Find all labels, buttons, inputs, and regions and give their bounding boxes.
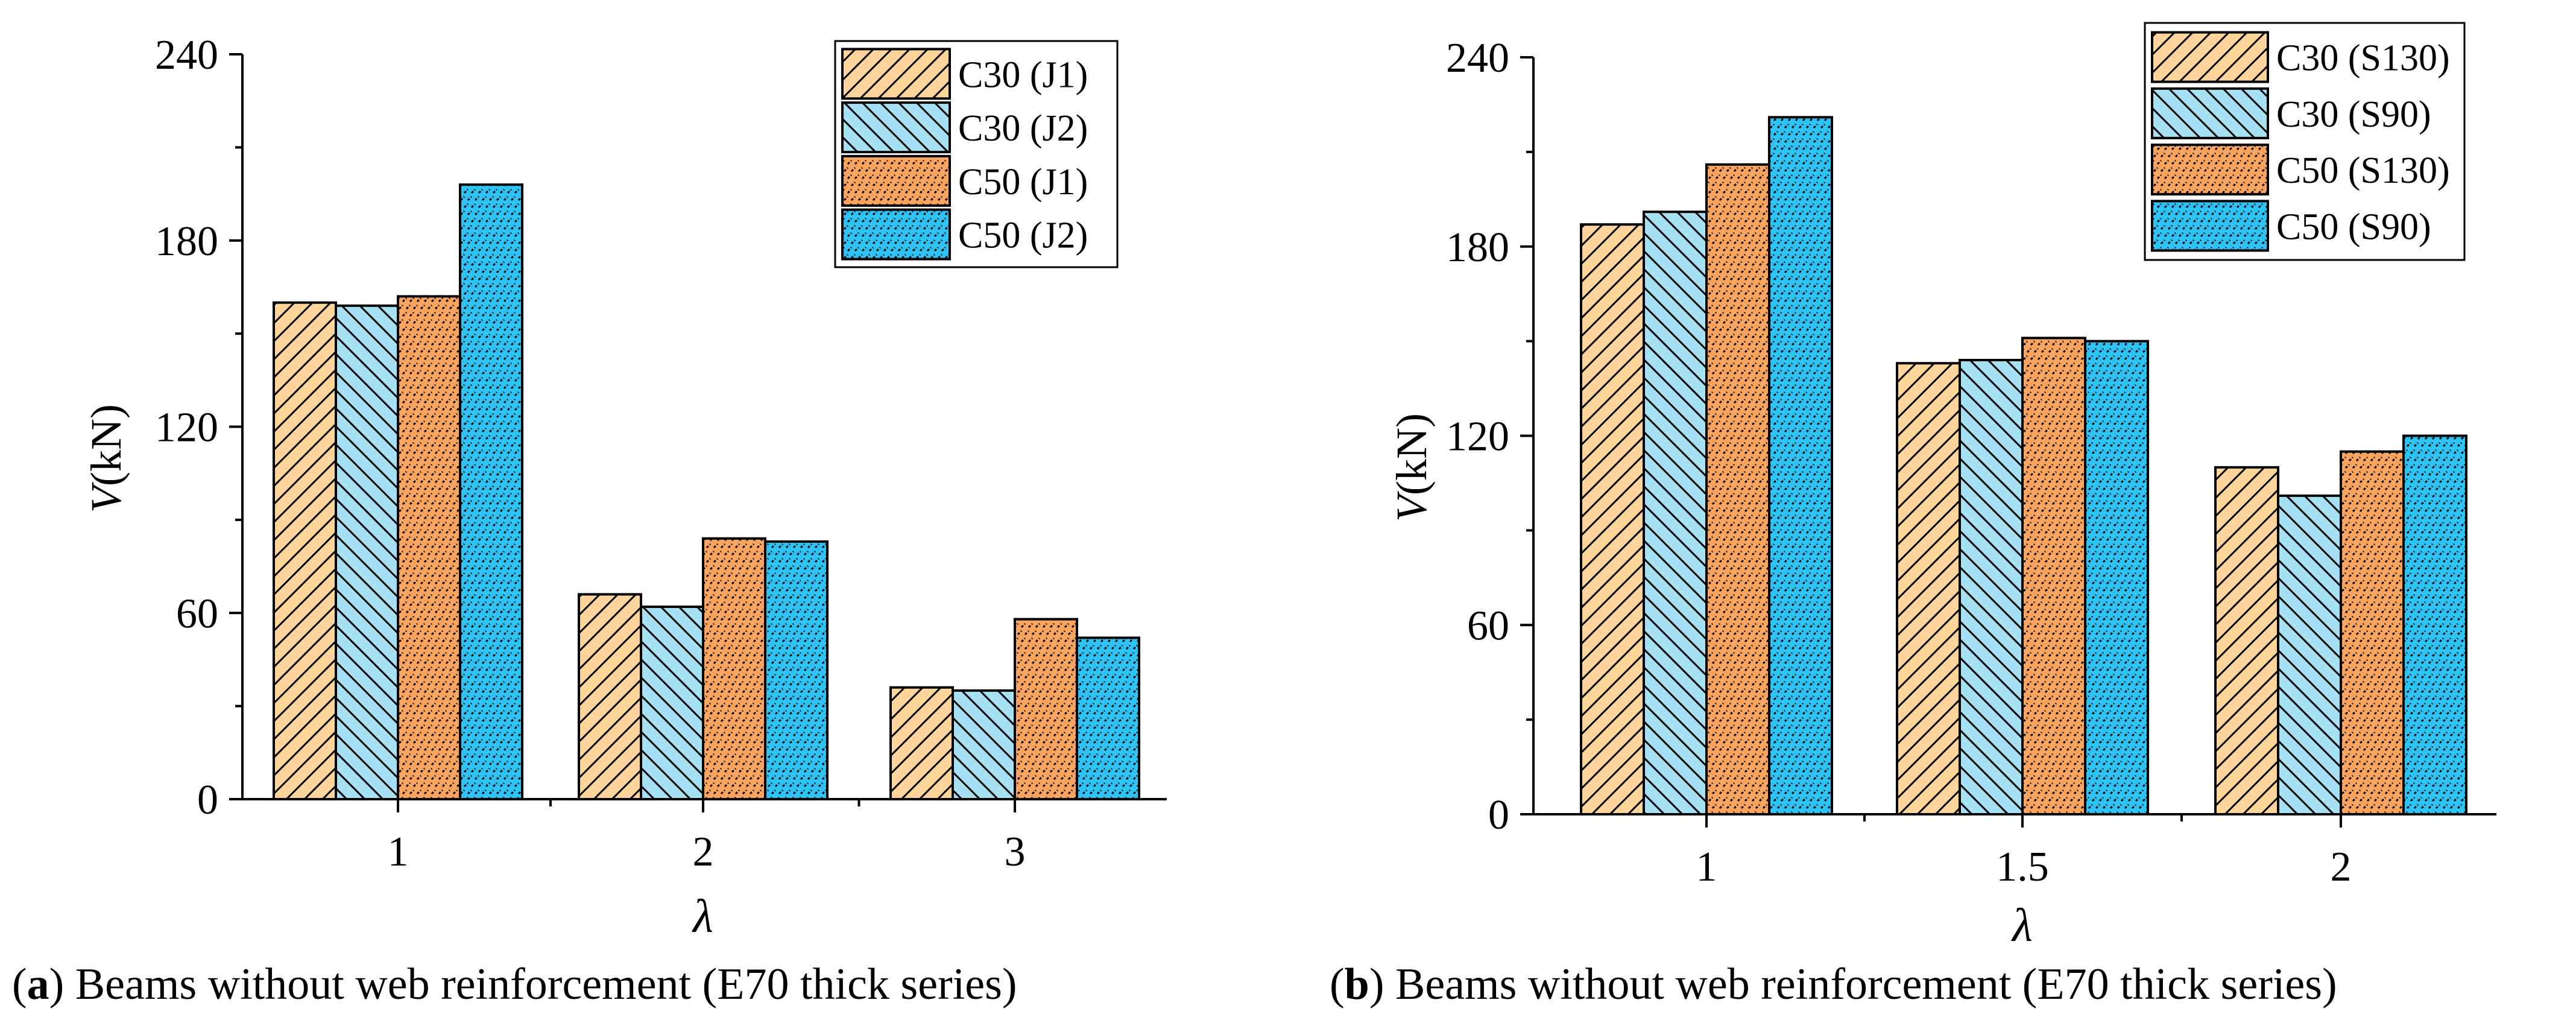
bar-2-4 bbox=[764, 540, 829, 800]
bar-2-2 bbox=[2277, 494, 2342, 815]
chart-panel-a: 0 60 120 180 240 1 2 3 V(kN) λ C30 (J1) C30 (J2) C50… bbox=[82, 32, 1167, 942]
legend-label: C30 (S90) bbox=[2276, 94, 2431, 135]
bar-1-2 bbox=[335, 304, 399, 800]
x-tick-label: 2 bbox=[693, 829, 714, 875]
bar-1-1 bbox=[273, 301, 337, 800]
legend-label: C50 (J2) bbox=[958, 215, 1088, 256]
y-axis-label: V(kN) bbox=[1387, 413, 1436, 522]
legend-swatch bbox=[2151, 144, 2269, 196]
legend-label: C30 (J2) bbox=[958, 108, 1088, 149]
y-tick-label: 240 bbox=[1446, 35, 1509, 81]
y-tick-label: 0 bbox=[197, 777, 218, 823]
y-tick-label: 60 bbox=[176, 590, 218, 637]
bar-2-2 bbox=[640, 605, 704, 800]
x-tick-label: 1 bbox=[388, 829, 409, 875]
bar-3-3 bbox=[1014, 618, 1078, 800]
legend-swatch bbox=[841, 154, 951, 207]
bar-2-3 bbox=[702, 537, 766, 800]
x-tick-label: 1 bbox=[1696, 844, 1717, 890]
bar-2-4 bbox=[2402, 434, 2467, 815]
bar-1.5-2 bbox=[1959, 359, 2024, 815]
legend-swatch bbox=[841, 101, 951, 154]
legend-swatch bbox=[841, 208, 951, 261]
bar-1-4 bbox=[459, 183, 523, 800]
bar-2-1 bbox=[2214, 466, 2279, 815]
bar-1-3 bbox=[397, 295, 461, 800]
bar-1.5-1 bbox=[1896, 362, 1961, 815]
y-axis-label: V(kN) bbox=[82, 404, 130, 513]
bar-1-2 bbox=[1643, 211, 1708, 815]
legend: C30 (S130) C30 (S90) C50 (S130) C50 (S90) bbox=[2144, 22, 2466, 261]
caption-b: (b) Beams without web reinforcement (E70… bbox=[1330, 960, 2337, 1009]
y-tick-label: 0 bbox=[1488, 792, 1509, 838]
y-tick-label: 120 bbox=[155, 405, 218, 451]
caption-a: (a) Beams without web reinforcement (E70… bbox=[12, 960, 1017, 1009]
y-tick-label: 120 bbox=[1446, 414, 1509, 460]
x-tick-label: 1.5 bbox=[1996, 844, 2049, 890]
x-tick-label: 3 bbox=[1005, 829, 1026, 875]
x-axis-label: λ bbox=[2011, 899, 2033, 951]
bar-1.5-3 bbox=[2021, 337, 2086, 815]
legend-label: C50 (S90) bbox=[2276, 206, 2431, 247]
bar-3-1 bbox=[889, 686, 954, 800]
legend-swatch bbox=[2151, 31, 2269, 83]
bar-2-3 bbox=[2340, 450, 2405, 815]
x-tick-label: 2 bbox=[2331, 844, 2352, 890]
legend-label: C30 (J1) bbox=[958, 54, 1088, 95]
legend-label: C50 (S130) bbox=[2276, 150, 2450, 191]
legend-swatch bbox=[841, 48, 951, 100]
y-tick-label: 180 bbox=[155, 218, 218, 265]
legend: C30 (J1) C30 (J2) C50 (J1) C50 (J2) bbox=[834, 40, 1119, 268]
legend-swatch bbox=[2151, 87, 2269, 139]
bar-3-2 bbox=[952, 689, 1016, 801]
bar-3-4 bbox=[1076, 636, 1140, 800]
y-tick-label: 180 bbox=[1446, 224, 1509, 271]
bar-1-1 bbox=[1580, 223, 1645, 816]
x-axis-label: λ bbox=[692, 890, 713, 942]
y-tick-label: 240 bbox=[155, 32, 218, 78]
y-tick-label: 60 bbox=[1467, 603, 1509, 649]
chart-panel-b: 0 60 120 180 240 1 1.5 2 V(kN) λ C30 (S130) C30 (S9… bbox=[1387, 22, 2496, 951]
legend-swatch bbox=[2151, 200, 2269, 252]
bar-1-4 bbox=[1768, 116, 1833, 816]
legend-label: C50 (J1) bbox=[958, 162, 1088, 203]
bar-2-1 bbox=[578, 593, 642, 800]
bar-1-3 bbox=[1705, 163, 1770, 816]
bar-1.5-4 bbox=[2084, 340, 2149, 815]
legend-label: C30 (S130) bbox=[2276, 38, 2450, 79]
